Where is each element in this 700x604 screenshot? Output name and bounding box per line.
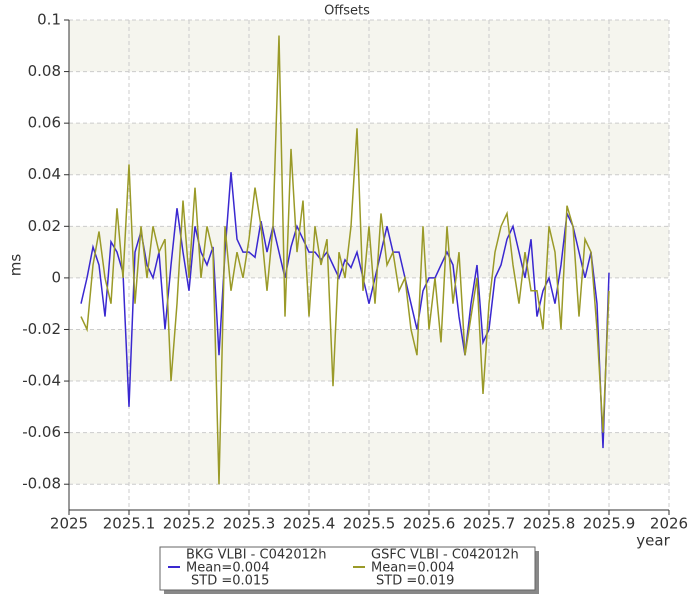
y-tick-label: 0.08 xyxy=(28,62,61,80)
y-tick-label: -0.04 xyxy=(22,372,61,390)
y-tick-label: 0.04 xyxy=(28,165,61,183)
y-tick-label: 0.02 xyxy=(28,217,61,235)
y-axis-label: ms xyxy=(7,254,25,277)
x-tick-label: 2026 xyxy=(650,515,688,533)
x-tick-label: 2025.4 xyxy=(283,515,336,533)
x-tick-label: 2025.7 xyxy=(463,515,516,533)
x-tick-label: 2025.1 xyxy=(103,515,156,533)
legend-label: BKG VLBI - C042012h xyxy=(186,548,326,563)
legend-stat: Mean=0.004 xyxy=(371,561,455,576)
x-tick-label: 2025.3 xyxy=(223,515,276,533)
legend-stat: STD =0.019 xyxy=(376,574,454,589)
y-tick-label: 0.06 xyxy=(28,114,61,132)
y-tick-label: -0.06 xyxy=(22,423,61,441)
series-line xyxy=(80,35,610,485)
x-tick-label: 2025.9 xyxy=(583,515,636,533)
x-tick-label: 2025.6 xyxy=(403,515,456,533)
y-tick-label: 0 xyxy=(51,268,61,286)
legend-stat: STD =0.015 xyxy=(191,574,269,589)
x-tick-label: 2025.8 xyxy=(523,515,576,533)
chart-title: Offsets xyxy=(324,4,370,19)
legend xyxy=(159,546,536,591)
legend-label: GSFC VLBI - C042012h xyxy=(371,548,519,563)
series-line xyxy=(80,172,610,449)
y-tick-label: -0.08 xyxy=(22,475,61,493)
x-tick-label: 2025.2 xyxy=(163,515,216,533)
x-tick-label: 2025.5 xyxy=(343,515,396,533)
legend-stat: Mean=0.004 xyxy=(186,561,270,576)
y-tick-label: 0.1 xyxy=(37,11,61,29)
x-tick-label: 2025 xyxy=(50,515,88,533)
x-axis-label: year xyxy=(636,532,670,550)
y-tick-label: -0.02 xyxy=(22,320,61,338)
